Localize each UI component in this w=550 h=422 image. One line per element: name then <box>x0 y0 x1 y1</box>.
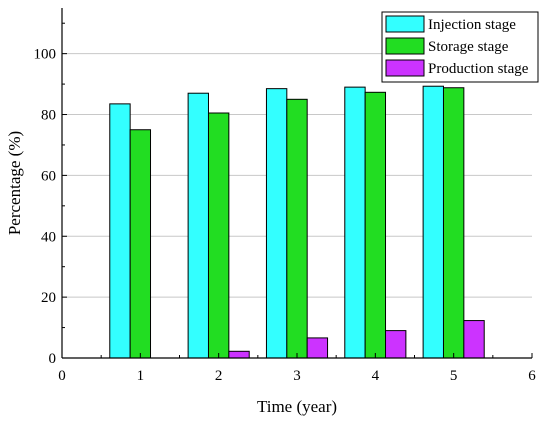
y-tick-label: 100 <box>34 47 57 63</box>
y-axis-title: Percentage (%) <box>5 131 24 235</box>
y-tick-label: 80 <box>41 108 56 124</box>
bar-injection-stage-5 <box>422 85 444 359</box>
bar-injection-stage-4 <box>344 86 366 359</box>
legend-label: Storage stage <box>428 39 509 55</box>
x-axis-title: Time (year) <box>257 397 337 416</box>
bar-storage-stage-5 <box>442 87 465 359</box>
bar-injection-stage-3 <box>265 88 288 359</box>
y-tick-label: 40 <box>41 229 56 245</box>
bar-production-stage-3 <box>306 337 329 359</box>
y-tick-label: 60 <box>41 168 56 184</box>
legend-label: Production stage <box>428 61 529 77</box>
bar-storage-stage-4 <box>364 91 387 359</box>
legend-swatch <box>385 59 425 77</box>
y-tick-label: 20 <box>41 290 56 306</box>
bar-storage-stage-3 <box>286 98 308 359</box>
bar-storage-stage-2 <box>207 112 230 359</box>
x-tick-label: 1 <box>137 368 145 384</box>
bar-production-stage-5 <box>463 320 485 359</box>
x-tick-label: 3 <box>293 368 301 384</box>
x-tick-label: 6 <box>528 368 536 384</box>
x-tick-label: 5 <box>450 368 458 384</box>
bar-injection-stage-1 <box>109 103 131 359</box>
bar-storage-stage-1 <box>129 129 152 359</box>
x-tick-label: 0 <box>58 368 66 384</box>
ticks: 0 20 40 60 80 100 0 1 2 3 4 5 6 <box>34 22 536 384</box>
legend-swatch <box>385 15 425 33</box>
legend: Injection stage Storage stage Production s… <box>381 11 539 83</box>
x-tick-label: 4 <box>372 368 380 384</box>
bar-production-stage-4 <box>385 330 407 359</box>
bar-production-stage-2 <box>228 350 250 359</box>
legend-swatch <box>385 37 425 55</box>
x-tick-label: 2 <box>215 368 223 384</box>
y-tick-label: 0 <box>49 351 57 367</box>
legend-label: Injection stage <box>428 17 516 33</box>
bar-injection-stage-2 <box>187 92 209 359</box>
bars <box>109 85 485 359</box>
